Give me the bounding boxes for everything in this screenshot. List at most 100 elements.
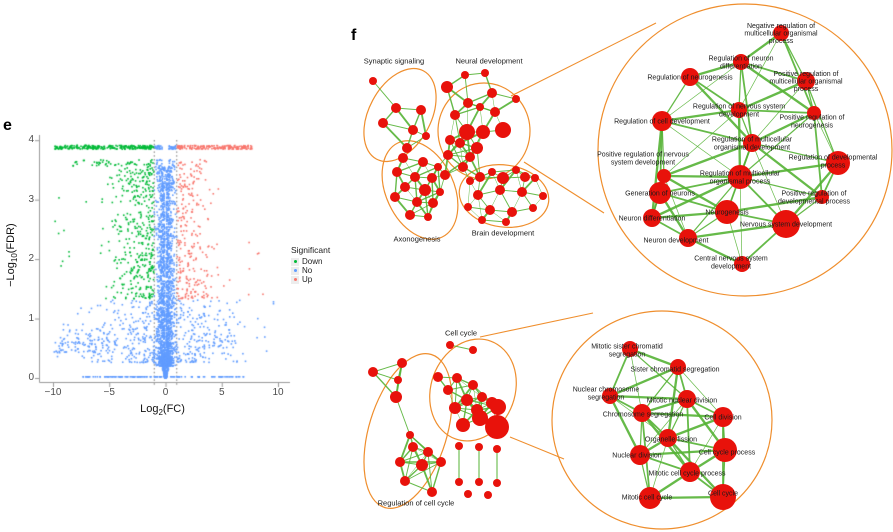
- network-node: [459, 124, 475, 140]
- network-edge: [404, 446, 414, 482]
- go-term-label: Regulation of cell development: [614, 118, 710, 125]
- network-node: [463, 98, 473, 108]
- network-node: [412, 197, 422, 207]
- network-node: [419, 184, 431, 196]
- go-term-label: Positive regulation of nervous system dev…: [597, 152, 689, 167]
- network-edge: [467, 180, 471, 208]
- cluster-ellipse: [363, 67, 437, 163]
- network-edge: [431, 461, 442, 493]
- network-edge: [639, 448, 726, 457]
- go-term-label: Regulation of nervous system development: [693, 104, 785, 119]
- network-node: [475, 172, 485, 182]
- cluster-label: Regulation of cell cycle: [378, 499, 455, 508]
- go-term-label: Positive regulation of neurogenesis: [780, 115, 845, 130]
- network-edge: [641, 411, 724, 419]
- network-node: [423, 447, 433, 457]
- go-term-label: Neurogenesis: [705, 209, 749, 216]
- y-axis-title: −Log10(FDR): [5, 195, 19, 315]
- network-node: [464, 490, 472, 498]
- network-node: [531, 174, 539, 182]
- network-edge: [609, 348, 631, 397]
- network-node: [443, 150, 453, 160]
- network-edge: [651, 175, 741, 220]
- go-term-label: Organelle fission: [645, 436, 697, 443]
- cluster-label: Brain development: [472, 229, 535, 238]
- network-node: [622, 341, 638, 357]
- network-node: [715, 200, 739, 224]
- xtick-label: −5: [103, 387, 115, 398]
- network-node: [490, 107, 500, 117]
- x-title-pre: Log: [140, 403, 159, 415]
- network-node: [630, 445, 650, 465]
- network-node: [649, 182, 671, 204]
- network-node: [485, 415, 509, 439]
- go-term-label: Mitotic sister chromatid segregation: [591, 344, 663, 359]
- network-node: [446, 341, 454, 349]
- network-edge: [751, 111, 815, 145]
- network-edge: [404, 461, 442, 482]
- network-edge: [663, 174, 728, 214]
- network-node: [487, 88, 497, 98]
- network-node: [679, 229, 697, 247]
- go-term-label: Nuclear chromosome segregation: [573, 387, 640, 402]
- network-node: [475, 478, 483, 486]
- network-edge: [677, 366, 724, 418]
- network-node: [394, 376, 402, 384]
- legend-item-up: Up: [291, 275, 330, 284]
- panel-f-label: f: [351, 27, 357, 44]
- network-node: [441, 81, 453, 93]
- network-node: [450, 110, 460, 120]
- zoom-connector-line: [510, 22, 657, 97]
- network-node: [458, 162, 468, 172]
- network-node: [643, 209, 661, 227]
- cluster-ellipse: [381, 140, 459, 240]
- network-node: [471, 142, 483, 154]
- network-node: [400, 476, 410, 486]
- network-node: [436, 457, 446, 467]
- network-node: [475, 443, 483, 451]
- down-dot-icon: [293, 260, 297, 263]
- cluster-label: Cell cycle: [445, 329, 477, 338]
- network-node: [485, 205, 495, 215]
- network-node: [826, 151, 850, 175]
- network-node: [484, 491, 492, 499]
- network-node: [490, 399, 506, 415]
- network-node: [731, 102, 747, 118]
- network-edge: [738, 79, 807, 112]
- go-term-label: Mitotic nuclear division: [647, 397, 718, 404]
- network-node: [772, 210, 800, 238]
- go-term-label: Cell division: [704, 414, 741, 421]
- network-node: [481, 69, 489, 77]
- network-node: [428, 198, 438, 208]
- go-term-label: Cell cycle process: [699, 449, 756, 456]
- network-node: [478, 216, 486, 224]
- network-node: [416, 459, 428, 471]
- network-node: [734, 256, 750, 272]
- network-node: [681, 68, 699, 86]
- network-node: [434, 163, 442, 171]
- up-dot-icon: [293, 278, 297, 281]
- network-node: [378, 118, 388, 128]
- network-node: [678, 390, 696, 408]
- network-edge: [739, 161, 839, 179]
- legend-item-down: Down: [291, 257, 330, 266]
- go-term-label: Regulation of neurogenesis: [647, 74, 733, 81]
- network-edge: [738, 61, 742, 111]
- network-edge: [687, 236, 743, 266]
- go-term-label: Generation of neurons: [625, 190, 695, 197]
- network-node: [539, 192, 547, 200]
- network-node: [427, 173, 437, 183]
- go-term-label: Mitotic cell cycle: [622, 494, 673, 501]
- network-node: [424, 213, 432, 221]
- network-node: [529, 204, 537, 212]
- go-term-label: Regulation of neuron differentiation: [709, 56, 774, 71]
- network-node: [466, 177, 474, 185]
- network-node: [418, 157, 428, 167]
- network-node: [452, 373, 462, 383]
- network-edge: [629, 348, 688, 400]
- network-node: [455, 478, 463, 486]
- network-edge: [805, 80, 839, 164]
- go-term-label: Regulation of developmental process: [789, 155, 878, 170]
- network-node: [639, 487, 661, 509]
